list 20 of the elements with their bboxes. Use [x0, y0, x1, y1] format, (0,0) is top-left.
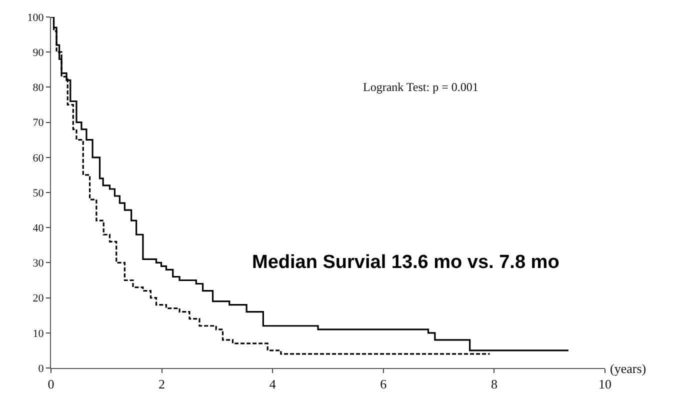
y-tick-label: 100 [27, 12, 44, 24]
y-tick-label: 80 [32, 82, 44, 94]
y-tick-label: 10 [32, 328, 44, 340]
y-tick-label: 40 [32, 222, 44, 234]
y-tick-label: 0 [38, 362, 44, 375]
y-tick-label: 70 [32, 117, 44, 130]
y-tick-label: 60 [32, 152, 44, 164]
x-tick-label: 2 [158, 376, 166, 392]
y-tick-label: 90 [32, 46, 44, 59]
x-tick-label: 8 [490, 376, 498, 392]
y-tick-label: 30 [32, 258, 44, 270]
x-tick-label: 6 [380, 376, 388, 392]
annotation: Logrank Test: p = 0.001 [363, 80, 478, 94]
y-tick-label: 50 [32, 187, 44, 200]
x-tick-label: 10 [598, 376, 612, 392]
annotation: Median Survial 13.6 mo vs. 7.8 mo [252, 252, 560, 273]
x-tick-label: 4 [269, 376, 276, 392]
y-tick-label: 20 [32, 292, 44, 305]
x-axis-title: (years) [610, 361, 646, 376]
x-tick-label: 0 [48, 376, 54, 392]
